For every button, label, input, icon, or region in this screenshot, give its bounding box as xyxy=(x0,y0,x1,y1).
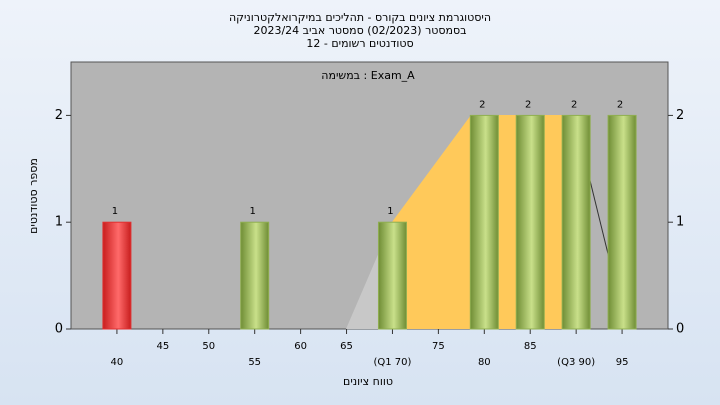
bar xyxy=(377,221,407,330)
data-label: 2 xyxy=(617,99,623,110)
data-label: 1 xyxy=(250,206,256,217)
y2-tick-label: 2 xyxy=(676,108,684,123)
bar xyxy=(515,114,545,330)
y2-tick-label: 0 xyxy=(676,322,684,337)
x-tick-label: (Q3 90) xyxy=(557,357,595,368)
bar xyxy=(607,114,637,330)
x-tick-label: 65 xyxy=(340,341,353,352)
x-tick-label: 60 xyxy=(294,341,307,352)
chart-title: היסטוגרמת ציונים בקורס - תהליכים במיקרוא… xyxy=(229,11,491,24)
bar xyxy=(561,114,591,330)
subtitle: במשימה : Exam_A xyxy=(321,69,415,82)
x-tick-label: 80 xyxy=(478,357,491,368)
y-tick-label: 1 xyxy=(55,215,63,230)
y-axis-label: מספר סטודנטים xyxy=(27,158,40,234)
data-label: 2 xyxy=(479,99,485,110)
x-axis-label: טווח ציונים xyxy=(343,375,393,388)
data-label: 2 xyxy=(571,99,577,110)
chart-title: סטודנטים רשומים - 12 xyxy=(306,37,413,50)
x-tick-label: 50 xyxy=(202,341,215,352)
y-tick-label: 2 xyxy=(55,108,63,123)
x-tick-label: 75 xyxy=(432,341,445,352)
x-tick-label: 85 xyxy=(524,341,537,352)
bar xyxy=(240,221,270,330)
x-tick-label: (Q1 70) xyxy=(373,357,411,368)
data-label: 1 xyxy=(387,206,393,217)
x-tick-label: 40 xyxy=(111,357,124,368)
bar xyxy=(102,221,132,330)
x-tick-label: 55 xyxy=(248,357,261,368)
chart-title: בסמסטר (02/2023) סמסטר אביב 2023/24 xyxy=(253,24,466,37)
x-tick-label: 95 xyxy=(616,357,629,368)
y2-tick-label: 1 xyxy=(676,215,684,230)
x-tick-label: 45 xyxy=(156,341,169,352)
y-tick-label: 0 xyxy=(55,322,63,337)
data-label: 1 xyxy=(112,206,118,217)
data-label: 2 xyxy=(525,99,531,110)
bar xyxy=(469,114,499,330)
